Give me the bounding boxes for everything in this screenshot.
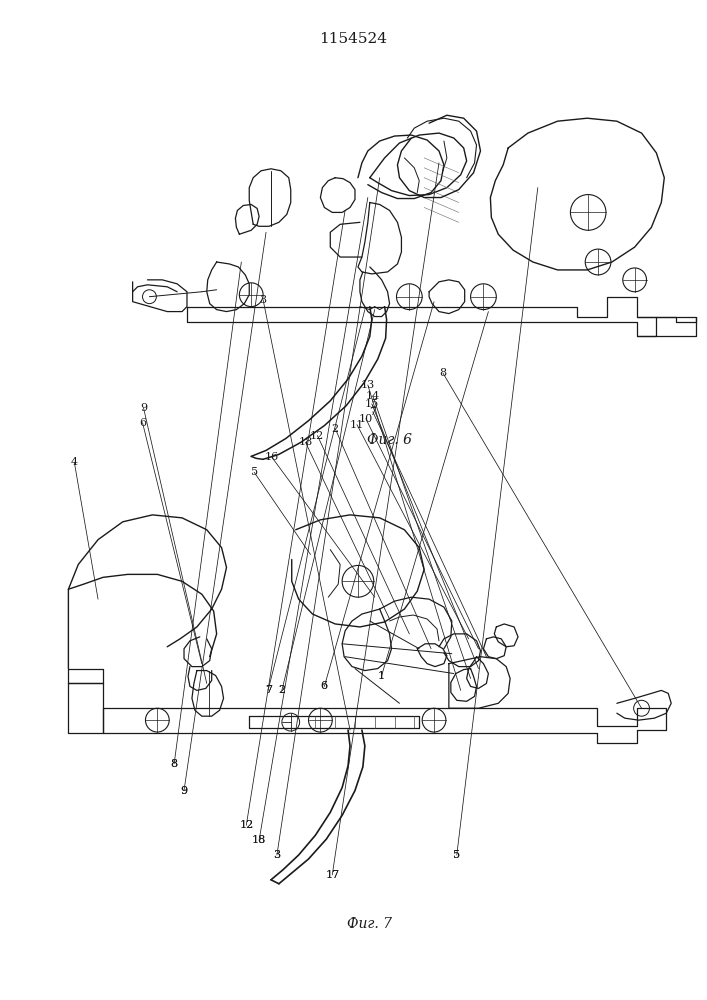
Text: 13: 13 xyxy=(361,380,375,390)
Text: 6: 6 xyxy=(139,418,146,428)
Text: 1: 1 xyxy=(378,671,385,681)
Text: 15: 15 xyxy=(365,399,379,409)
Text: 16: 16 xyxy=(264,452,279,462)
Text: 14: 14 xyxy=(366,391,380,401)
Text: 9: 9 xyxy=(180,786,187,796)
Text: 5: 5 xyxy=(453,850,460,860)
Text: 8: 8 xyxy=(170,759,177,769)
Text: Фиг. 6: Фиг. 6 xyxy=(367,433,412,447)
Text: 12: 12 xyxy=(310,431,325,441)
Text: 2: 2 xyxy=(278,685,285,695)
Text: 6: 6 xyxy=(320,681,328,691)
Text: 11: 11 xyxy=(350,420,364,430)
Text: 6: 6 xyxy=(320,681,328,691)
Text: 17: 17 xyxy=(325,870,339,880)
Text: 8: 8 xyxy=(439,368,447,378)
Text: 1: 1 xyxy=(378,671,385,681)
Text: 7: 7 xyxy=(264,685,271,695)
Text: 3: 3 xyxy=(273,850,280,860)
Text: 8: 8 xyxy=(170,759,177,769)
Text: 18: 18 xyxy=(252,835,267,845)
Text: 3: 3 xyxy=(259,295,267,305)
Text: 5: 5 xyxy=(453,850,460,860)
Text: 2: 2 xyxy=(331,424,338,434)
Text: 5: 5 xyxy=(251,467,258,477)
Text: 18: 18 xyxy=(299,437,313,447)
Text: 18: 18 xyxy=(252,835,267,845)
Text: 10: 10 xyxy=(358,414,373,424)
Text: 1154524: 1154524 xyxy=(319,32,387,46)
Text: 4: 4 xyxy=(71,457,78,467)
Text: 17: 17 xyxy=(325,870,339,880)
Text: 3: 3 xyxy=(273,850,280,860)
Text: 7: 7 xyxy=(264,685,271,695)
Text: 12: 12 xyxy=(240,820,254,830)
Text: 7: 7 xyxy=(370,407,377,417)
Text: 9: 9 xyxy=(180,786,187,796)
Text: 2: 2 xyxy=(278,685,285,695)
Text: Фиг. 7: Фиг. 7 xyxy=(347,917,392,931)
Text: 9: 9 xyxy=(140,403,148,413)
Text: 12: 12 xyxy=(240,820,254,830)
